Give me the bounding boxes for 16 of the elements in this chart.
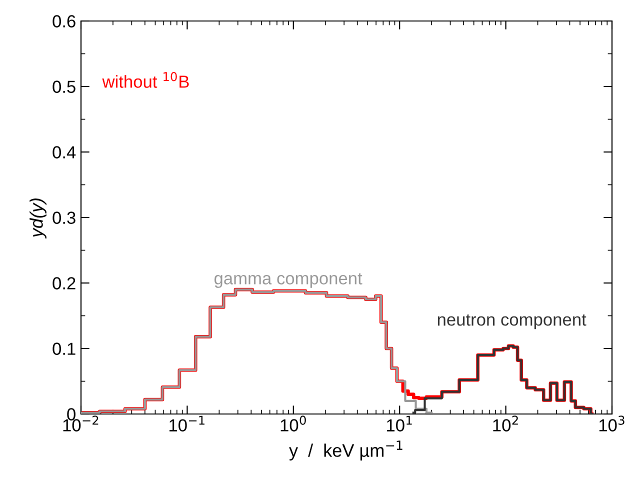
y-tick-label: 0.5 bbox=[52, 80, 76, 93]
y-tick-label: 0.3 bbox=[52, 212, 76, 224]
y-tick-label: 0.1 bbox=[52, 342, 76, 355]
x-tick-label: 10$^{2}$ bbox=[493, 416, 518, 432]
x-tick-label: 10$^{1}$ bbox=[387, 416, 412, 432]
x-tick-label: 10$^{−1}$ bbox=[170, 416, 204, 432]
x-tick-label: 10$^{3}$ bbox=[599, 416, 624, 432]
y-axis-title: yd(y) bbox=[30, 198, 46, 239]
series-label: neutron component bbox=[438, 314, 586, 330]
text: without $^{10}$B bbox=[102, 72, 189, 88]
y-tick-label: 0.4 bbox=[52, 146, 76, 158]
series-label: gamma component bbox=[214, 273, 362, 288]
y-tick-label: 0.6 bbox=[52, 15, 76, 28]
x-tick-label: 10$^{0}$ bbox=[280, 416, 306, 432]
y-tick-label: 0.2 bbox=[52, 277, 76, 290]
x-axis-title: y / keV µm$^{−1}$ bbox=[289, 440, 402, 460]
